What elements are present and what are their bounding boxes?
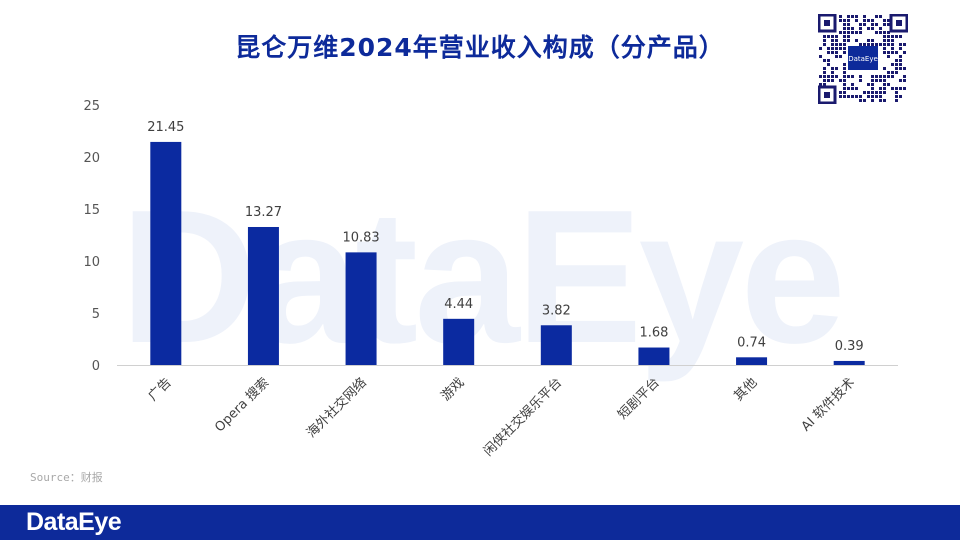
bar-value-label: 0.39 [835,339,864,354]
bar [833,360,865,365]
bar [345,252,377,365]
x-tick-label: 短剧平台 [615,375,662,422]
y-tick-label: 25 [83,99,100,114]
y-tick-label: 10 [83,255,100,270]
x-tick-label: Opera 搜索 [212,375,272,435]
qr-code: DataEye [818,14,908,104]
x-tick-label: 游戏 [439,375,468,404]
bar-value-label: 0.74 [737,335,766,350]
watermark: DataEye [120,171,846,383]
bar-value-label: 4.44 [444,297,473,312]
y-tick-label: 20 [83,151,100,166]
x-tick-label: 闲侠社交娱乐平台 [480,375,565,460]
bar [540,325,572,365]
source-note: Source：财报 [30,471,103,484]
x-tick-label: 海外社交网络 [303,375,369,441]
bar [247,226,279,365]
bar-value-label: 10.83 [342,230,379,245]
x-tick-label: 广告 [146,375,175,404]
chart-title: 昆仑万维2024年营业收入构成（分产品） [235,33,725,62]
bar-value-label: 3.82 [542,303,571,318]
x-tick-label: AI 软件技术 [799,375,858,434]
footer-logo: DataEye [26,508,122,536]
bar [638,347,670,365]
bar-value-label: 21.45 [147,120,184,135]
bar [736,357,768,365]
y-tick-label: 5 [92,307,100,322]
bar-chart: 0 5 10 15 20 25 21.45 广告 13.27 Opera 搜索 10.83 海外社交网… [83,99,898,460]
bar-value-label: 13.27 [245,205,282,220]
y-tick-label: 0 [92,359,100,374]
bar-value-label: 1.68 [639,326,668,341]
y-tick-label: 15 [83,203,100,218]
x-tick-label: 其他 [731,375,760,404]
qr-logo-label: DataEye [848,55,878,63]
footer-bar: DataEye [0,505,960,540]
bar [443,318,475,365]
bar [150,141,182,365]
